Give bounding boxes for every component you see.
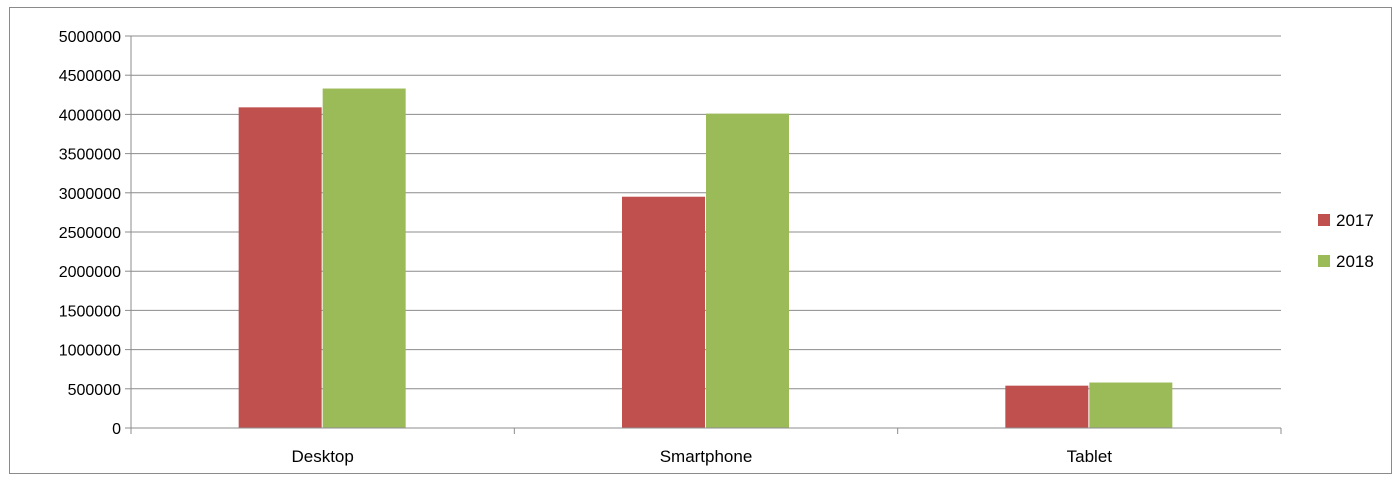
y-tick-label: 3500000 xyxy=(59,147,121,164)
x-tick-label: Smartphone xyxy=(660,447,753,466)
axes xyxy=(125,35,1282,434)
legend-swatch-2017 xyxy=(1318,214,1330,226)
bars xyxy=(238,88,1173,429)
bar-desktop-2018 xyxy=(322,88,406,428)
legend-label-2017: 2017 xyxy=(1336,211,1374,230)
legend-label-2018: 2018 xyxy=(1336,252,1374,271)
y-tick-label: 3000000 xyxy=(59,186,121,203)
y-tick-label: 4500000 xyxy=(59,68,121,85)
bar-smartphone-2018 xyxy=(706,113,789,428)
y-tick-label: 2500000 xyxy=(59,225,121,242)
x-tick-label: Desktop xyxy=(291,447,353,466)
bar-tablet-2018 xyxy=(1089,382,1173,428)
bar-smartphone-2017 xyxy=(622,196,705,428)
y-tick-label: 1500000 xyxy=(59,303,121,320)
bar-tablet-2017 xyxy=(1005,385,1089,428)
y-tick-label: 2000000 xyxy=(59,264,121,281)
legend-swatch-2018 xyxy=(1318,255,1330,267)
y-tick-label: 1000000 xyxy=(59,343,121,360)
y-tick-label: 5000000 xyxy=(59,29,121,46)
y-tick-label: 0 xyxy=(112,421,121,438)
x-tick-label: Tablet xyxy=(1067,447,1113,466)
x-axis-labels: Desktop Smartphone Tablet xyxy=(291,447,1112,466)
y-axis-labels: 0 500000 1000000 1500000 2000000 2500000 30000… xyxy=(59,29,121,438)
bar-desktop-2017 xyxy=(238,107,322,429)
y-tick-label: 4000000 xyxy=(59,107,121,124)
legend: 2017 2018 xyxy=(1318,211,1374,271)
y-tick-label: 500000 xyxy=(68,382,121,399)
